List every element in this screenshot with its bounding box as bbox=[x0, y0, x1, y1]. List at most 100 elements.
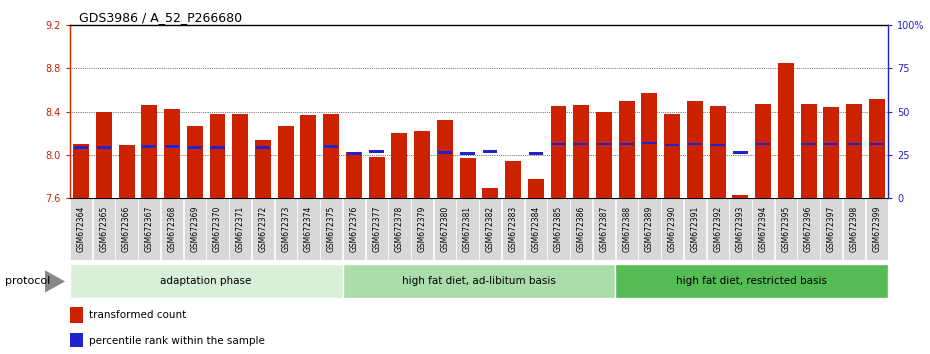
FancyBboxPatch shape bbox=[433, 198, 456, 260]
FancyBboxPatch shape bbox=[343, 198, 365, 260]
Text: GSM672386: GSM672386 bbox=[577, 206, 586, 252]
FancyBboxPatch shape bbox=[707, 198, 729, 260]
Bar bbox=[551, 106, 566, 198]
Bar bbox=[484, 150, 498, 153]
Text: GSM672394: GSM672394 bbox=[759, 206, 767, 252]
Bar bbox=[164, 109, 180, 198]
Bar bbox=[437, 120, 453, 198]
Bar bbox=[459, 158, 475, 198]
Text: transformed count: transformed count bbox=[89, 310, 187, 320]
FancyBboxPatch shape bbox=[820, 198, 843, 260]
Bar bbox=[528, 179, 544, 198]
Bar bbox=[165, 145, 179, 148]
FancyBboxPatch shape bbox=[93, 198, 115, 260]
Bar bbox=[551, 143, 565, 145]
FancyBboxPatch shape bbox=[320, 198, 342, 260]
FancyBboxPatch shape bbox=[592, 198, 615, 260]
FancyBboxPatch shape bbox=[183, 198, 206, 260]
Text: GSM672398: GSM672398 bbox=[849, 206, 858, 252]
FancyBboxPatch shape bbox=[570, 198, 592, 260]
FancyBboxPatch shape bbox=[70, 198, 92, 260]
Bar bbox=[187, 126, 203, 198]
FancyBboxPatch shape bbox=[161, 198, 183, 260]
FancyBboxPatch shape bbox=[115, 198, 138, 260]
Text: GSM672388: GSM672388 bbox=[622, 206, 631, 252]
Bar bbox=[870, 143, 884, 145]
Text: GSM672377: GSM672377 bbox=[372, 206, 381, 252]
Bar bbox=[777, 63, 794, 198]
FancyBboxPatch shape bbox=[638, 198, 660, 260]
Text: GSM672380: GSM672380 bbox=[440, 206, 449, 252]
FancyBboxPatch shape bbox=[388, 198, 410, 260]
Text: GDS3986 / A_52_P266680: GDS3986 / A_52_P266680 bbox=[79, 11, 242, 24]
Bar bbox=[414, 131, 430, 198]
FancyBboxPatch shape bbox=[139, 198, 161, 260]
Bar bbox=[869, 98, 884, 198]
Bar bbox=[278, 126, 294, 198]
Bar bbox=[846, 104, 862, 198]
Polygon shape bbox=[45, 270, 65, 293]
FancyBboxPatch shape bbox=[342, 264, 616, 298]
Text: GSM672399: GSM672399 bbox=[872, 206, 882, 252]
FancyBboxPatch shape bbox=[298, 198, 320, 260]
Bar bbox=[573, 105, 590, 198]
Bar bbox=[687, 101, 703, 198]
Bar bbox=[643, 142, 657, 144]
Bar bbox=[711, 144, 724, 147]
FancyBboxPatch shape bbox=[752, 198, 775, 260]
Bar bbox=[255, 140, 271, 198]
FancyBboxPatch shape bbox=[206, 198, 229, 260]
Text: GSM672381: GSM672381 bbox=[463, 206, 472, 252]
Bar bbox=[733, 151, 748, 154]
Text: GSM672393: GSM672393 bbox=[736, 206, 745, 252]
Text: GSM672366: GSM672366 bbox=[122, 206, 131, 252]
Text: GSM672367: GSM672367 bbox=[145, 206, 153, 252]
Text: GSM672364: GSM672364 bbox=[76, 206, 86, 252]
Text: GSM672368: GSM672368 bbox=[167, 206, 177, 252]
Text: GSM672396: GSM672396 bbox=[804, 206, 813, 252]
Bar bbox=[847, 143, 861, 145]
Bar bbox=[823, 107, 839, 198]
FancyBboxPatch shape bbox=[548, 198, 570, 260]
Text: GSM672383: GSM672383 bbox=[509, 206, 518, 252]
Bar bbox=[597, 143, 611, 145]
Text: protocol: protocol bbox=[5, 276, 50, 286]
FancyBboxPatch shape bbox=[684, 198, 706, 260]
Text: GSM672369: GSM672369 bbox=[191, 206, 199, 252]
FancyBboxPatch shape bbox=[229, 198, 251, 260]
Bar bbox=[368, 157, 385, 198]
Bar bbox=[710, 106, 725, 198]
Text: GSM672385: GSM672385 bbox=[554, 206, 563, 252]
Bar bbox=[505, 161, 521, 198]
FancyBboxPatch shape bbox=[616, 198, 638, 260]
FancyBboxPatch shape bbox=[797, 198, 819, 260]
FancyBboxPatch shape bbox=[70, 264, 342, 298]
FancyBboxPatch shape bbox=[274, 198, 297, 260]
Bar bbox=[324, 145, 339, 148]
Bar bbox=[346, 152, 362, 198]
Text: GSM672370: GSM672370 bbox=[213, 206, 222, 252]
FancyBboxPatch shape bbox=[843, 198, 865, 260]
Text: GSM672375: GSM672375 bbox=[326, 206, 336, 252]
Text: high fat diet, ad-libitum basis: high fat diet, ad-libitum basis bbox=[402, 276, 556, 286]
Bar bbox=[460, 152, 474, 155]
Bar bbox=[756, 143, 770, 145]
Bar bbox=[824, 143, 839, 145]
FancyBboxPatch shape bbox=[457, 198, 479, 260]
FancyBboxPatch shape bbox=[479, 198, 501, 260]
Text: high fat diet, restricted basis: high fat diet, restricted basis bbox=[676, 276, 828, 286]
Bar bbox=[438, 151, 452, 154]
FancyBboxPatch shape bbox=[525, 198, 547, 260]
Bar bbox=[688, 143, 702, 145]
Text: GSM672373: GSM672373 bbox=[281, 206, 290, 252]
Bar bbox=[665, 144, 679, 147]
Bar bbox=[618, 101, 634, 198]
Bar bbox=[74, 146, 88, 149]
Bar bbox=[528, 152, 543, 155]
Bar bbox=[347, 152, 361, 155]
Bar bbox=[232, 114, 248, 198]
Text: GSM672390: GSM672390 bbox=[668, 206, 677, 252]
Bar bbox=[642, 93, 658, 198]
Text: GSM672397: GSM672397 bbox=[827, 206, 836, 252]
Text: GSM672387: GSM672387 bbox=[600, 206, 608, 252]
